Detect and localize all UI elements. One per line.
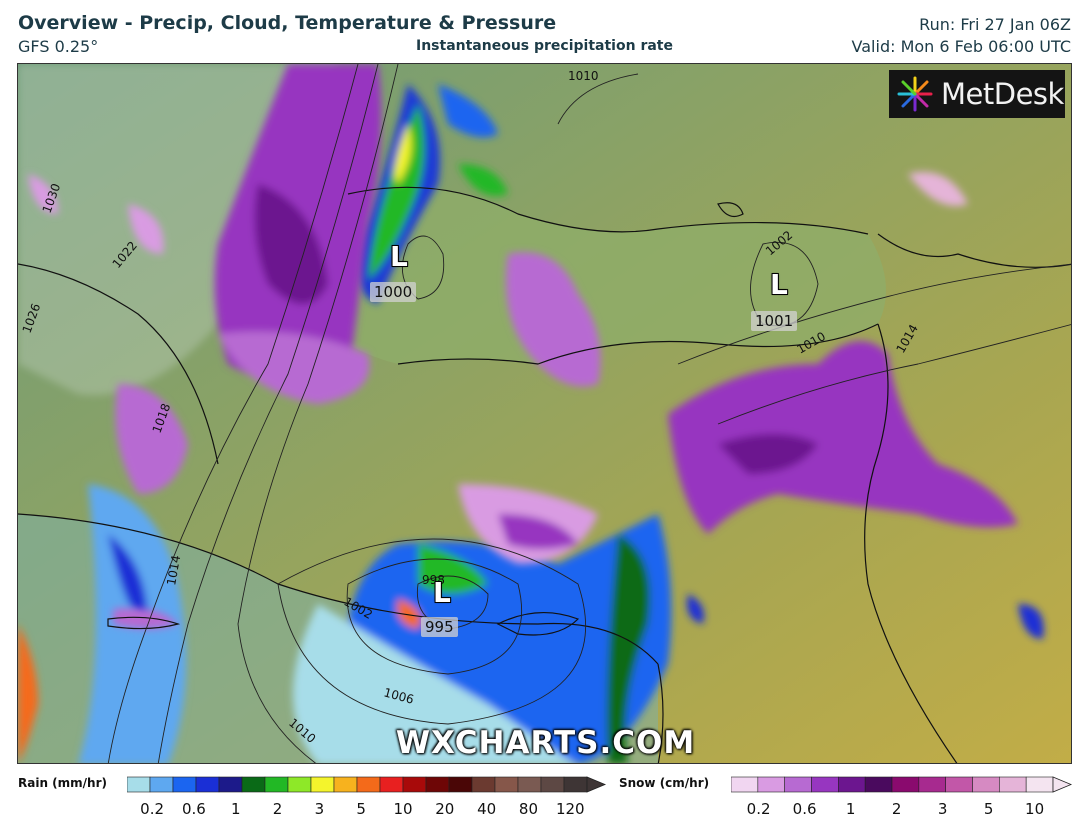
colorbar-swatch [1025,776,1054,793]
colorbar-swatch [264,776,289,793]
snow-tick-labels: 0.2 0.6 1 2 3 5 10 [731,800,1053,820]
rain-colorbar [127,776,607,793]
low-pressure-east: 1001 [751,311,798,331]
colorbar-swatch [731,776,759,793]
colorbar-swatch [517,776,542,793]
colorbar-swatch [540,776,565,793]
map-canvas: 1010 1002 1014 1010 1018 1022 1026 1030 … [18,64,1071,763]
tick-label: 1 [230,800,241,818]
low-symbol-north: L [390,240,408,273]
colorbar-swatch [218,776,243,793]
tick-label: 40 [477,800,497,818]
colorbar-swatch [149,776,174,793]
colorbar-swatch [241,776,266,793]
snow-legend-title: Snow (cm/hr) [619,776,710,790]
colorbar-swatch [310,776,335,793]
model-label: GFS 0.25° [18,37,99,56]
metdesk-logo-text: MetDesk [941,77,1064,111]
metdesk-logo: MetDesk [889,70,1065,118]
black-sea [298,187,886,364]
colorbar-swatch [195,776,220,793]
rain-tick-labels: 0.2 0.6 1 2 3 5 10 20 40 80 120 [127,800,587,820]
colorbar-swatch [379,776,404,793]
snow-colorbar [731,776,1073,793]
metdesk-burst-icon [897,76,933,112]
colorbar-swatch [356,776,381,793]
chart-subtitle: Instantaneous precipitation rate [416,38,673,54]
coastlines [18,186,1071,763]
run-time: Run: Fri 27 Jan 06Z [919,15,1071,34]
tick-label: 120 [555,800,585,818]
colorbar-extend-arrow [586,776,607,793]
colorbar-swatch [784,776,812,793]
colorbar-swatch [448,776,473,793]
rain-legend-title: Rain (mm/hr) [18,776,107,790]
rain-areas [18,84,1044,763]
tick-label: 10 [1025,800,1045,818]
tick-label: 20 [435,800,455,818]
colorbar-swatch [333,776,358,793]
tick-label: 10 [393,800,413,818]
colorbar-swatch [864,776,893,793]
isobars [107,64,1071,763]
tick-label: 80 [518,800,538,818]
colorbar-swatch [402,776,427,793]
weather-map: 1010 1002 1014 1010 1018 1022 1026 1030 … [17,63,1072,764]
colorbar-swatch [757,776,785,793]
colorbar-swatch [471,776,496,793]
colorbar-swatch [891,776,920,793]
colorbar-swatch [127,776,151,793]
colorbar-swatch [972,776,1000,793]
isobar-label: 1014 [164,554,183,587]
tick-label: 3 [314,800,325,818]
tick-label: 1 [845,800,856,818]
valid-time: Valid: Mon 6 Feb 06:00 UTC [851,37,1071,56]
low-symbol-south: L [433,576,451,609]
colorbar-swatch [425,776,450,793]
colorbar-swatch [945,776,973,793]
isobar-label: 998 [422,573,445,587]
low-pressure-north: 1000 [370,282,417,302]
tick-label: 0.6 [181,800,206,818]
low-pressure-south: 995 [421,617,458,637]
snow-areas [28,64,1018,629]
colorbar-swatch [999,776,1027,793]
tick-label: 0.6 [792,800,817,818]
colorbar-swatch [287,776,312,793]
watermark: WXCHARTS.COM [395,725,696,761]
colorbar-swatch [918,776,946,793]
tick-label: 0.2 [746,800,771,818]
low-symbol-east: L [770,268,788,301]
colorbar-swatch [811,776,839,793]
colorbar-extend-arrow [1052,776,1073,793]
colorbar-swatch [838,776,866,793]
tick-label: 2 [891,800,902,818]
tick-label: 0.2 [140,800,165,818]
colorbar-swatch [563,776,588,793]
colorbar-swatch [172,776,197,793]
isobar-label: 1010 [568,69,599,83]
tick-label: 3 [937,800,948,818]
chart-title: Overview - Precip, Cloud, Temperature & … [18,12,557,34]
tick-label: 5 [356,800,366,818]
tick-label: 2 [272,800,283,818]
colorbar-swatch [494,776,519,793]
tick-label: 5 [983,800,994,818]
